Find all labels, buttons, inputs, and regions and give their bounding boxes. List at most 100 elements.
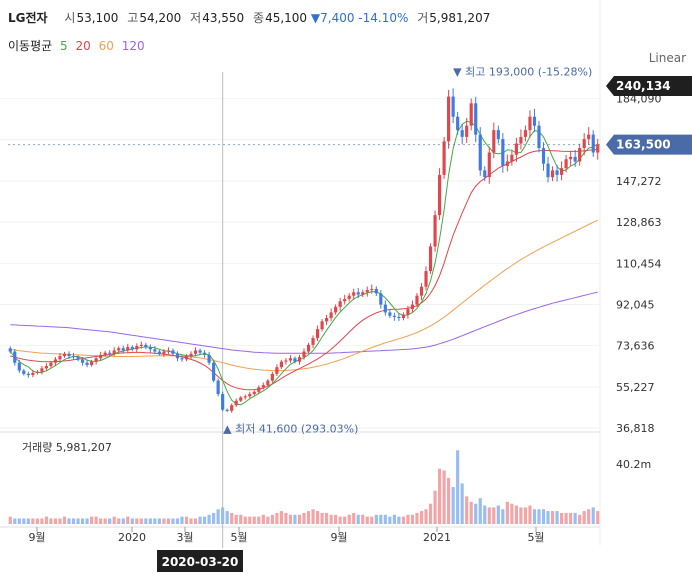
volume-bar xyxy=(288,514,293,524)
candle-body xyxy=(573,156,577,162)
candle-body xyxy=(451,96,455,117)
candle-body xyxy=(261,385,265,388)
volume-bar xyxy=(510,503,514,524)
moving-average-legend[interactable]: 이동평균 5 20 60 120 xyxy=(8,37,149,54)
volume-bar xyxy=(121,518,125,524)
volume-bar xyxy=(26,518,30,524)
candle-body xyxy=(591,134,595,153)
volume-bar xyxy=(406,514,410,524)
volume-bar xyxy=(266,516,270,524)
volume-bar xyxy=(433,490,437,524)
volume-bar xyxy=(212,512,216,524)
x-tick-label: 9월 xyxy=(330,531,347,544)
volume-bar xyxy=(153,518,157,524)
candle-body xyxy=(370,288,374,291)
volume-bar xyxy=(388,516,392,524)
volume-bar xyxy=(58,518,62,524)
volume-bar xyxy=(596,511,600,524)
candle-body xyxy=(171,350,175,354)
candle-body xyxy=(315,329,320,339)
volume-bar xyxy=(144,518,148,524)
crosshair-date-bg xyxy=(157,550,243,572)
candle-body xyxy=(234,400,238,406)
volume-bar xyxy=(31,518,35,524)
volume-bar xyxy=(62,516,67,524)
ma-60: 60 xyxy=(98,39,114,53)
candle-body xyxy=(279,361,283,368)
open-label: 시 xyxy=(64,11,76,25)
volume-bar xyxy=(67,518,71,524)
candle-body xyxy=(397,316,401,319)
current-price-badge-bg xyxy=(606,134,692,155)
volume-bar xyxy=(130,518,134,524)
volume-bar xyxy=(17,518,21,524)
volume-bar xyxy=(591,507,595,524)
volume-bar xyxy=(451,487,455,524)
volume-bar xyxy=(171,518,175,524)
candle-body xyxy=(523,130,528,137)
candle-body xyxy=(379,293,383,305)
volume-bar xyxy=(392,514,396,524)
volume-bar xyxy=(469,501,473,524)
candle-body xyxy=(53,359,58,363)
volume-bar xyxy=(532,509,537,524)
max-price-annotation: ▼ 최고 193,000 (-15.28%) xyxy=(453,66,592,79)
candle-body xyxy=(560,168,564,175)
candle-body xyxy=(365,290,369,293)
volume-bar xyxy=(315,511,320,524)
candle-body xyxy=(288,358,293,361)
volume-bar xyxy=(401,516,406,524)
candle-body xyxy=(108,352,112,354)
volume-bar xyxy=(94,516,98,524)
volume-bar xyxy=(297,514,302,524)
volume-bar xyxy=(103,518,107,524)
candle-body xyxy=(90,361,94,365)
candle-body xyxy=(284,360,288,362)
volume-bar xyxy=(492,507,496,524)
volume-bar xyxy=(243,516,247,524)
candle-body xyxy=(58,356,62,360)
candle-body xyxy=(121,348,125,351)
volume-bar xyxy=(352,512,356,524)
candle-body xyxy=(505,161,509,166)
volume-bar xyxy=(261,514,265,524)
volume-bar xyxy=(582,511,586,524)
volume-bar xyxy=(216,509,220,524)
candle-body xyxy=(578,148,582,162)
volume-bar xyxy=(537,509,541,524)
volume-bar xyxy=(410,514,415,524)
candle-body xyxy=(437,174,442,216)
volume-bar xyxy=(252,516,256,524)
volume-bar xyxy=(13,518,17,524)
volume-bar xyxy=(180,516,184,524)
candle-body xyxy=(198,350,202,353)
candle-body xyxy=(469,103,473,126)
crosshair-date-badge: 2020-03-20 xyxy=(157,550,243,572)
volume-bar xyxy=(415,512,419,524)
candle-body xyxy=(374,288,378,294)
close-value: 45,100 xyxy=(265,11,308,25)
candle-body xyxy=(514,143,518,155)
volume-bar xyxy=(320,512,324,524)
volume-bar xyxy=(184,516,189,524)
candle-body xyxy=(221,394,225,410)
volume-bar xyxy=(257,516,261,524)
candle-body xyxy=(510,154,514,162)
volume-bar xyxy=(71,518,76,524)
candle-body xyxy=(80,359,85,363)
candle-body xyxy=(410,304,415,310)
volume-bar xyxy=(53,518,58,524)
ma60-line xyxy=(10,219,598,372)
volume-bar xyxy=(90,516,94,524)
candle-body xyxy=(175,353,180,359)
volume-bar xyxy=(279,511,283,524)
candle-body xyxy=(157,351,161,354)
candle-body xyxy=(243,396,247,398)
volume-bar xyxy=(275,512,279,524)
candle-body xyxy=(492,130,496,153)
volume-bar xyxy=(221,507,225,524)
candle-body xyxy=(415,295,419,305)
volume-bar xyxy=(456,450,460,524)
scale-mode-button[interactable]: Linear xyxy=(648,51,686,65)
